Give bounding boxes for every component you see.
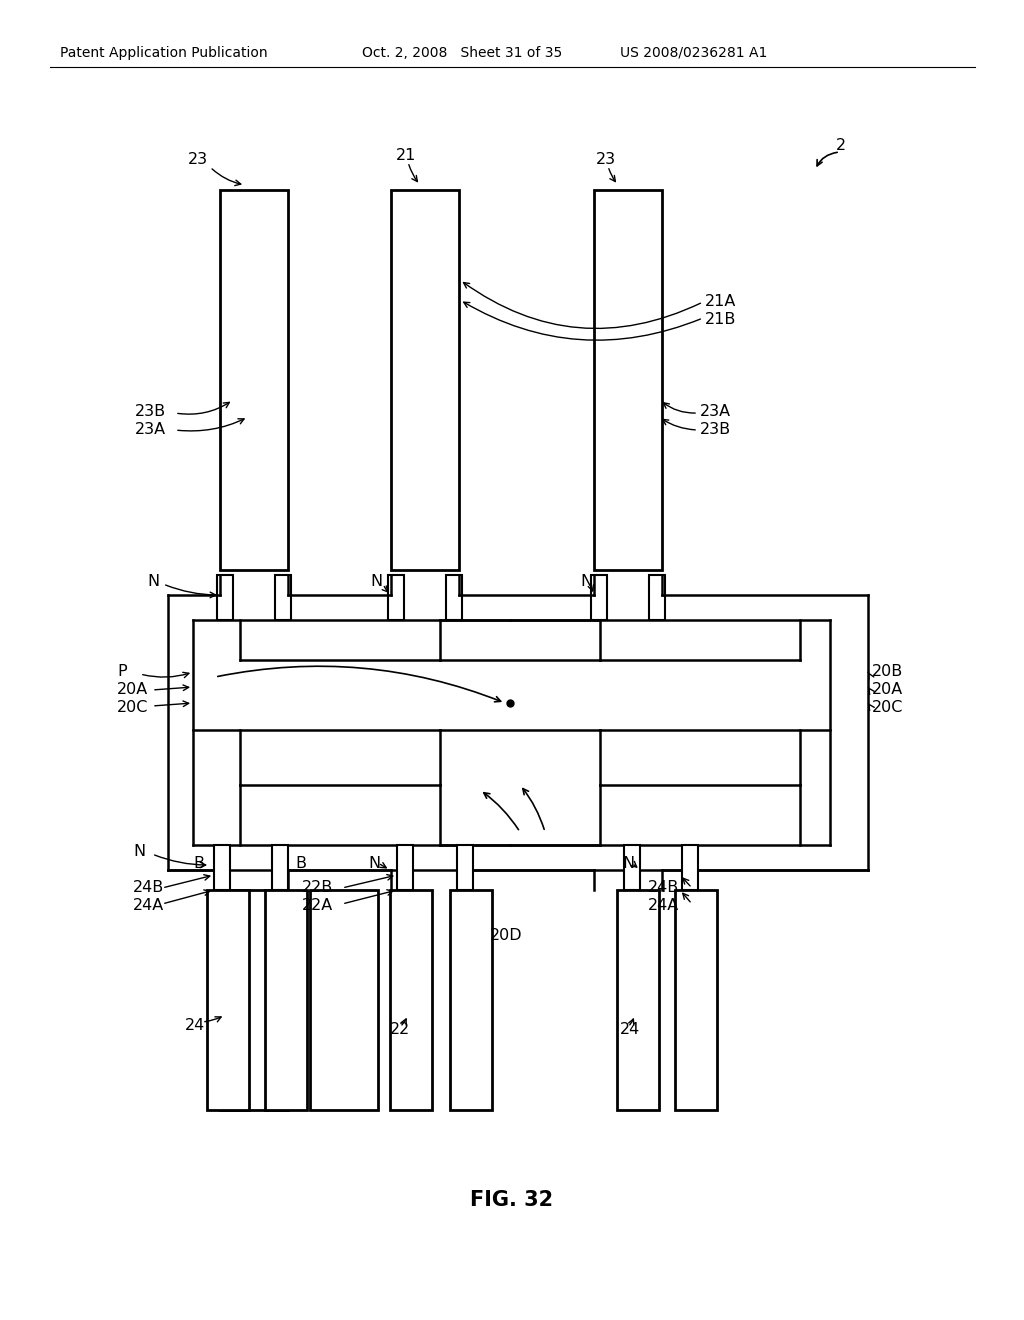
Text: 20A: 20A: [872, 682, 903, 697]
Text: 23: 23: [596, 153, 616, 168]
Text: 21: 21: [396, 148, 417, 162]
Text: Oct. 2, 2008   Sheet 31 of 35: Oct. 2, 2008 Sheet 31 of 35: [362, 46, 562, 59]
Text: 22A: 22A: [302, 898, 333, 912]
Text: Patent Application Publication: Patent Application Publication: [60, 46, 267, 59]
Text: 20C: 20C: [117, 701, 148, 715]
Text: 22: 22: [390, 1023, 411, 1038]
Text: P: P: [117, 664, 127, 680]
Text: N: N: [622, 855, 634, 870]
Bar: [397, 845, 413, 890]
Bar: [214, 845, 230, 890]
Text: 2: 2: [836, 137, 846, 153]
Text: 24: 24: [185, 1018, 205, 1032]
Bar: [591, 576, 607, 620]
Text: N: N: [147, 574, 159, 590]
Text: 23B: 23B: [700, 422, 731, 437]
Text: 20B: 20B: [872, 664, 903, 680]
Bar: [220, 190, 288, 570]
Bar: [207, 890, 249, 1110]
Bar: [649, 576, 665, 620]
Text: 24A: 24A: [133, 898, 164, 912]
Bar: [446, 576, 462, 620]
Text: B: B: [295, 855, 306, 870]
Bar: [217, 576, 233, 620]
Text: FIG. 32: FIG. 32: [470, 1191, 554, 1210]
Bar: [617, 890, 659, 1110]
Text: B: B: [193, 855, 204, 870]
Text: 24A: 24A: [648, 898, 679, 912]
Text: 21B: 21B: [705, 313, 736, 327]
Bar: [272, 845, 288, 890]
Bar: [275, 576, 291, 620]
Text: 20C: 20C: [872, 701, 903, 715]
Bar: [624, 845, 640, 890]
Text: 24B: 24B: [133, 880, 164, 895]
Text: N: N: [368, 855, 380, 870]
Text: 23A: 23A: [135, 422, 166, 437]
Bar: [265, 890, 307, 1110]
Text: 20D: 20D: [490, 928, 522, 942]
Text: 23A: 23A: [700, 404, 731, 420]
Bar: [391, 190, 459, 570]
Text: US 2008/0236281 A1: US 2008/0236281 A1: [620, 46, 767, 59]
Text: 23B: 23B: [135, 404, 166, 420]
Bar: [675, 890, 717, 1110]
Text: N: N: [133, 845, 145, 859]
Text: 21A: 21A: [705, 294, 736, 309]
Bar: [388, 576, 404, 620]
Text: 20A: 20A: [117, 682, 148, 697]
Text: 24B: 24B: [648, 880, 679, 895]
Bar: [682, 845, 698, 890]
Text: 24: 24: [620, 1023, 640, 1038]
Bar: [310, 890, 378, 1110]
Text: N: N: [370, 574, 382, 590]
Bar: [220, 890, 288, 1110]
Bar: [594, 190, 662, 570]
Text: 23: 23: [188, 153, 208, 168]
Bar: [457, 845, 473, 890]
Text: N: N: [580, 574, 592, 590]
Bar: [390, 890, 432, 1110]
Text: 22B: 22B: [302, 880, 333, 895]
Bar: [450, 890, 492, 1110]
